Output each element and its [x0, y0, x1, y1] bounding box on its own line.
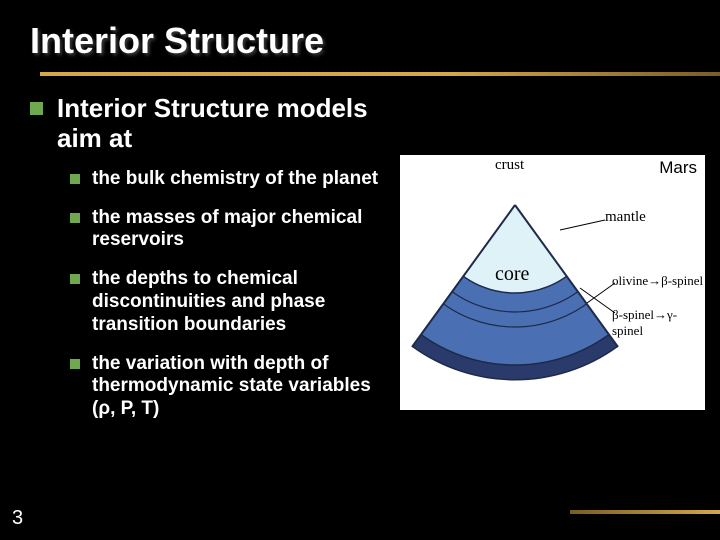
- left-column: Interior Structure models aim at the bul…: [30, 94, 380, 437]
- bullet-square-icon: [30, 102, 43, 115]
- sub-bullet-text: the variation with depth of thermodynami…: [92, 353, 380, 421]
- slide-title: Interior Structure: [0, 0, 720, 72]
- planet-cross-section-diagram: Mars crust: [400, 155, 705, 410]
- core-label: core: [495, 263, 529, 286]
- sub-bullet-list: the bulk chemistry of the planet the mas…: [70, 168, 380, 421]
- transition1-label: olivine→β-spinel: [612, 273, 703, 289]
- page-number: 3: [12, 507, 23, 530]
- footer-accent-line: [570, 510, 720, 514]
- bullet-square-icon: [70, 174, 80, 184]
- crust-label: crust: [495, 157, 524, 174]
- main-bullet-text: Interior Structure models aim at: [57, 94, 380, 154]
- bullet-square-icon: [70, 274, 80, 284]
- planet-label: Mars: [659, 158, 697, 178]
- sub-bullet: the depths to chemical discontinuities a…: [70, 268, 380, 336]
- sub-bullet: the variation with depth of thermodynami…: [70, 353, 380, 421]
- sub-bullet-text: the depths to chemical discontinuities a…: [92, 268, 380, 336]
- sub-bullet-text: the masses of major chemical reservoirs: [92, 207, 380, 253]
- sub-bullet-text: the bulk chemistry of the planet: [92, 168, 378, 191]
- bullet-square-icon: [70, 359, 80, 369]
- transition2-label: β-spinel→γ-spinel: [612, 307, 705, 339]
- sub-bullet: the bulk chemistry of the planet: [70, 168, 380, 191]
- bullet-square-icon: [70, 213, 80, 223]
- mantle-label: mantle: [605, 209, 646, 226]
- sub-bullet: the masses of major chemical reservoirs: [70, 207, 380, 253]
- right-column: Mars crust: [400, 155, 705, 410]
- main-bullet: Interior Structure models aim at: [30, 94, 380, 154]
